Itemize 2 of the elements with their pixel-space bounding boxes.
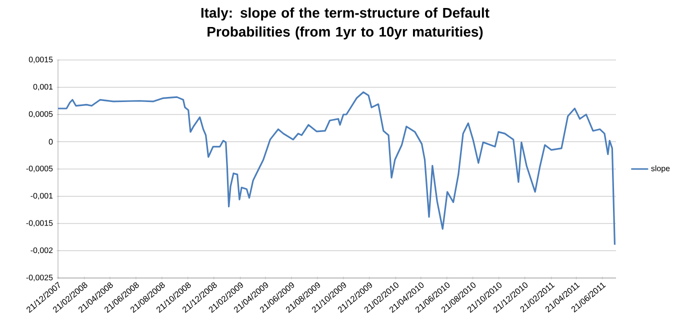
- line-series: [57, 91, 616, 246]
- chart-title: Italy: slope of the term-structure of Default Probabilities (from 1yr to 10yr maturities): [201, 8, 490, 40]
